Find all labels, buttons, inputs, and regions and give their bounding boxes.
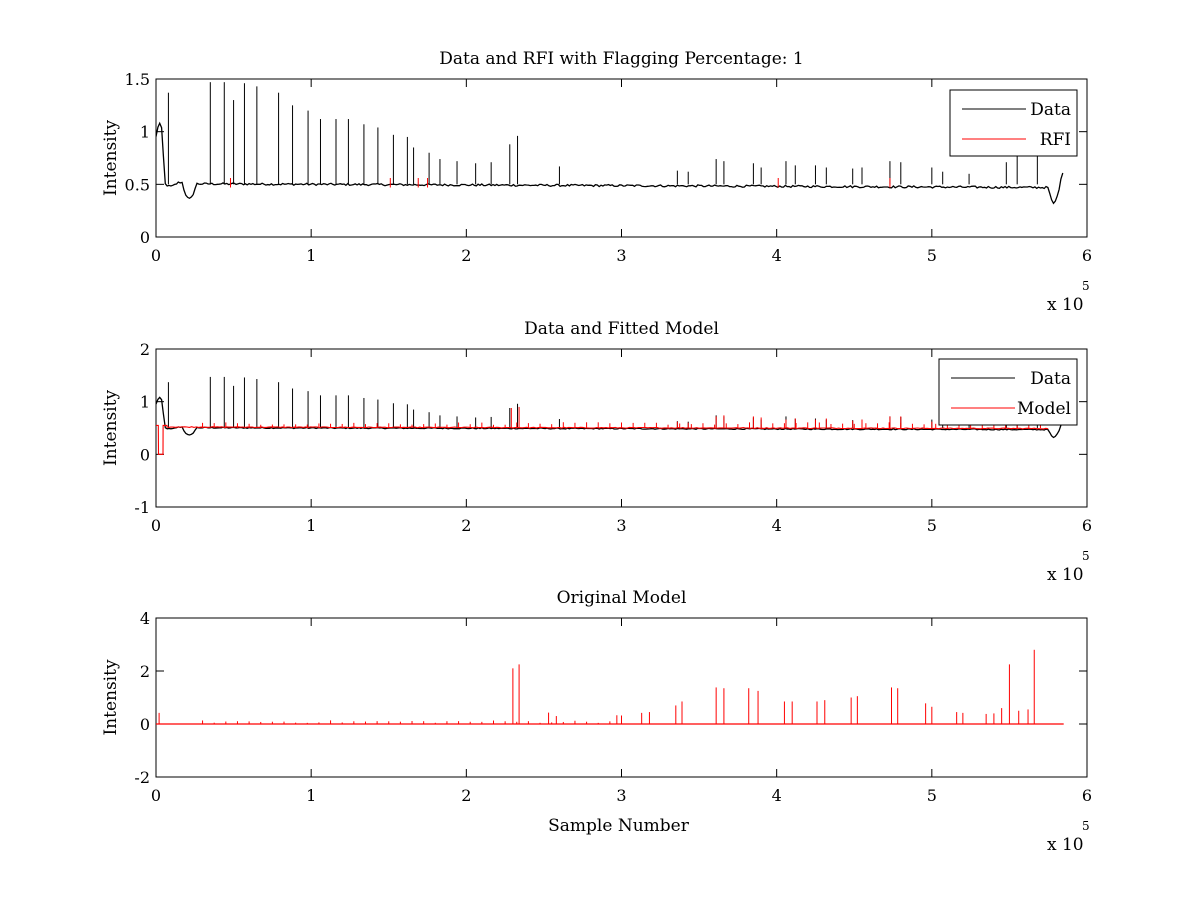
legend-label: Data — [1030, 100, 1071, 120]
x-tick-label: 1 — [306, 246, 316, 265]
x-tick-label: 0 — [151, 516, 161, 535]
x-tick-label: 6 — [1082, 516, 1092, 535]
y-axis-label: Intensity — [101, 659, 121, 735]
x-multiplier: x 10 — [1047, 835, 1084, 855]
plot-area — [156, 649, 1064, 725]
y-tick-label: -1 — [134, 498, 150, 517]
y-tick-label: -2 — [134, 768, 150, 787]
legend-box — [938, 358, 1078, 426]
y-tick-label: 2 — [140, 340, 150, 359]
x-tick-label: 5 — [927, 246, 937, 265]
y-tick-label: 1 — [140, 123, 150, 142]
x-tick-label: 2 — [461, 786, 471, 805]
series-line-data — [156, 121, 1064, 205]
legend-label: Model — [1017, 399, 1071, 419]
chart-title: Data and Fitted Model — [524, 319, 719, 339]
x-axis-label: Sample Number — [548, 816, 690, 836]
chart-title: Data and RFI with Flagging Percentage: 1 — [439, 49, 803, 69]
x-multiplier: x 10 — [1047, 565, 1084, 585]
x-exponent: 5 — [1082, 549, 1090, 563]
x-tick-label: 4 — [772, 246, 782, 265]
axes-box — [155, 78, 1088, 238]
x-multiplier: x 10 — [1047, 295, 1084, 315]
y-tick-label: 0 — [140, 715, 150, 734]
y-tick-label: 0 — [140, 445, 150, 464]
y-axis-label: Intensity — [101, 390, 121, 466]
x-exponent: 5 — [1082, 819, 1090, 833]
x-exponent: 5 — [1082, 279, 1090, 293]
x-tick-label: 4 — [772, 516, 782, 535]
x-tick-label: 6 — [1082, 246, 1092, 265]
chart-title: Original Model — [557, 588, 687, 608]
legend-label: Data — [1030, 369, 1071, 389]
legend: Data Model — [938, 358, 1078, 426]
x-tick-label: 1 — [306, 516, 316, 535]
x-tick-label: 3 — [616, 786, 626, 805]
x-tick-label: 3 — [616, 516, 626, 535]
plot-area — [156, 82, 1064, 205]
y-axis-label: Intensity — [101, 120, 121, 196]
x-tick-label: 0 — [151, 786, 161, 805]
y-tick-label: 2 — [140, 662, 150, 681]
y-tick-label: 0.5 — [125, 175, 150, 194]
x-tick-label: 3 — [616, 246, 626, 265]
x-tick-label: 2 — [461, 516, 471, 535]
legend: Data RFI — [949, 89, 1078, 157]
y-tick-label: 0 — [140, 228, 150, 247]
x-tick-label: 6 — [1082, 786, 1092, 805]
x-tick-label: 4 — [772, 786, 782, 805]
x-tick-label: 1 — [306, 786, 316, 805]
y-tick-label: 4 — [140, 609, 150, 628]
axes-box — [155, 617, 1088, 778]
x-tick-label: 2 — [461, 246, 471, 265]
y-tick-label: 1 — [140, 393, 150, 412]
x-tick-label: 5 — [927, 786, 937, 805]
x-tick-label: 5 — [927, 516, 937, 535]
legend-label: RFI — [1040, 130, 1071, 150]
panel-1: 0 1 2 3 4 5 6 0 0.5 1 1.5 Data and RFI with Flaggin… — [101, 49, 1092, 315]
y-tick-label: 1.5 — [125, 70, 150, 89]
series-line-model — [156, 424, 1049, 455]
x-tick-label: 0 — [151, 246, 161, 265]
legend-box — [949, 89, 1078, 157]
